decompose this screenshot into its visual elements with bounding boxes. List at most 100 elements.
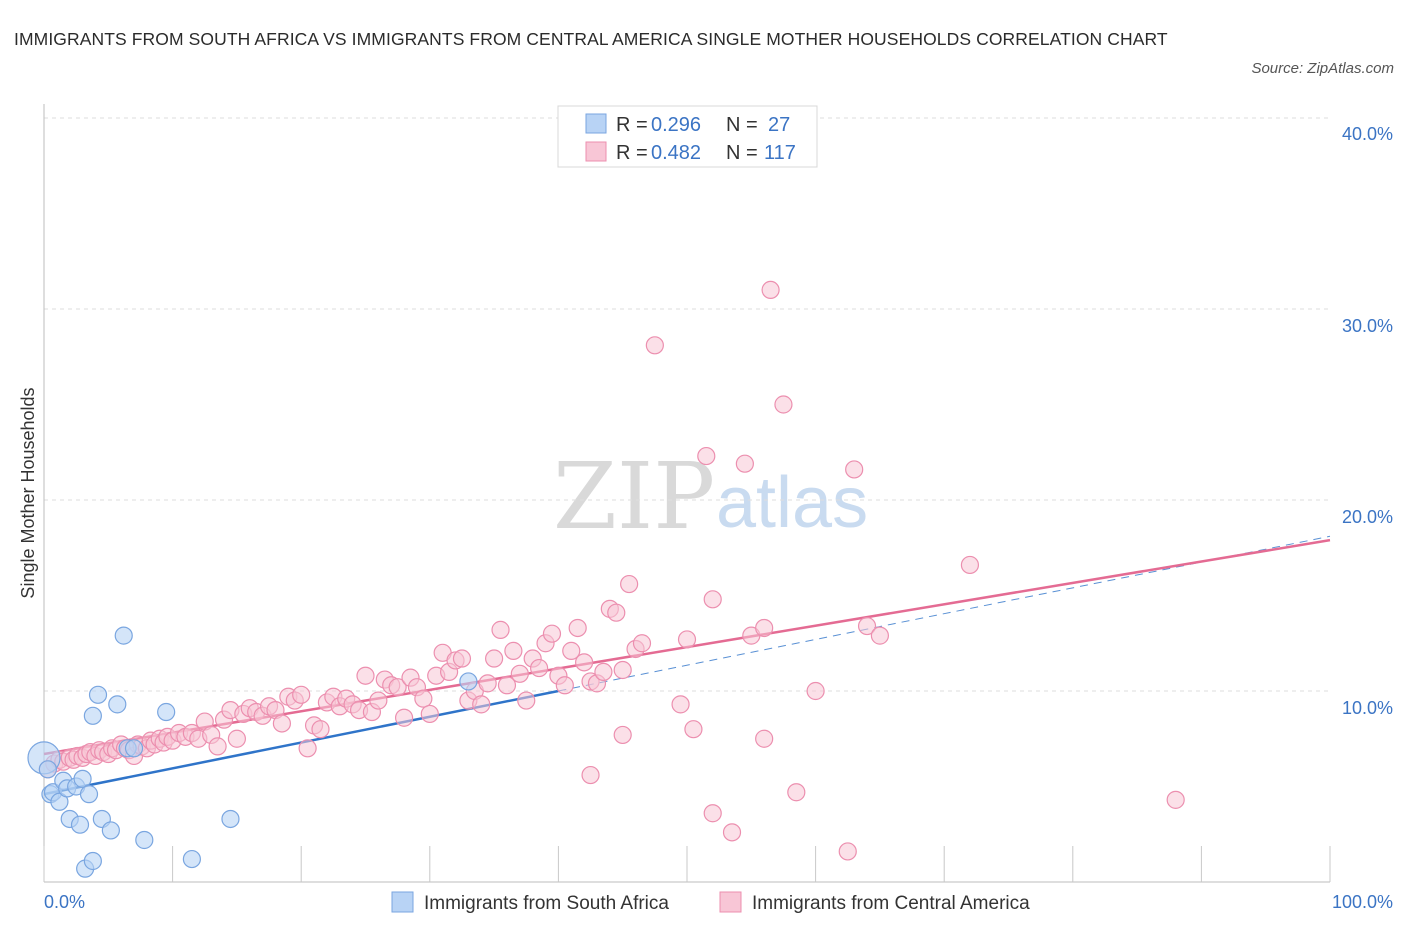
point-south-africa-14 — [88, 685, 108, 704]
trendlines — [43, 535, 1331, 796]
point-central-america-89 — [555, 676, 574, 695]
point-central-america-58 — [356, 666, 375, 685]
point-central-america-108 — [870, 626, 890, 645]
point-central-america-76 — [472, 695, 491, 714]
point-central-america-80 — [497, 676, 517, 695]
point-south-africa-13 — [83, 706, 102, 725]
x-tick-label-max: 100.0% — [1332, 892, 1393, 912]
point-central-america-83 — [517, 691, 536, 710]
legend-r-label-2: R = — [616, 142, 648, 164]
point-central-america-64 — [394, 708, 414, 727]
point-central-america-106 — [806, 681, 825, 701]
legend-r-value-2: 0.482 — [651, 142, 701, 164]
point-central-america-82 — [510, 664, 529, 683]
point-central-america-107 — [857, 616, 877, 636]
point-central-america-67 — [414, 689, 433, 708]
point-south-africa-25 — [459, 672, 478, 691]
point-central-america-77 — [478, 674, 497, 693]
legend-r-label-1: R = — [616, 114, 648, 136]
point-central-america-112 — [697, 446, 716, 466]
point-central-america-103 — [703, 590, 722, 609]
point-central-america-110 — [1166, 790, 1185, 809]
point-central-america-120 — [684, 720, 703, 739]
point-central-america-116 — [845, 460, 864, 479]
point-central-america-101 — [632, 634, 652, 653]
point-central-america-51 — [311, 720, 330, 739]
series-legend-label-south-africa: Immigrants from South Africa — [424, 893, 669, 914]
point-central-america-79 — [491, 620, 510, 639]
point-central-america-121 — [703, 804, 722, 823]
point-central-america-114 — [761, 280, 780, 299]
point-south-africa-22 — [157, 702, 176, 722]
correlation-legend: R = 0.296 N = 27 R = 0.482 N = 117 — [557, 105, 818, 168]
y-axis-title: Single Mother Households — [18, 387, 38, 598]
point-central-america-119 — [671, 695, 690, 714]
point-central-america-68 — [420, 704, 439, 724]
point-central-america-115 — [774, 395, 793, 414]
point-south-africa-3 — [50, 792, 69, 811]
point-central-america-45 — [272, 714, 292, 733]
point-central-america-85 — [530, 658, 549, 678]
source-label: Source: ZipAtlas.com — [1251, 60, 1394, 77]
grid — [44, 117, 1330, 692]
legend-n-value-1: 27 — [768, 114, 790, 136]
point-south-africa-8 — [70, 815, 90, 834]
series-legend-label-central-america: Immigrants from Central America — [752, 893, 1030, 914]
point-central-america-111 — [645, 336, 664, 355]
point-central-america-81 — [504, 641, 523, 660]
legend-r-value-1: 0.296 — [651, 114, 701, 136]
point-central-america-92 — [575, 653, 594, 672]
point-central-america-97 — [607, 603, 626, 622]
point-central-america-118 — [613, 725, 632, 745]
point-south-africa-24 — [221, 809, 240, 829]
y-tick-label-30: 30.0% — [1342, 316, 1393, 336]
point-south-africa-18 — [114, 626, 133, 645]
y-tick-label-40: 40.0% — [1342, 124, 1393, 144]
watermark-atlas: atlas — [716, 463, 868, 543]
legend-swatch-blue — [585, 113, 607, 134]
series-south-africa — [27, 626, 478, 878]
point-central-america-48 — [292, 685, 311, 704]
point-central-america-35 — [208, 737, 227, 756]
point-south-africa-21 — [135, 830, 154, 850]
series-legend: Immigrants from South Africa Immigrants … — [391, 891, 1030, 914]
series-central-america — [38, 280, 1185, 861]
point-south-africa-12 — [83, 851, 102, 871]
point-south-africa-16 — [101, 821, 120, 840]
point-central-america-60 — [369, 691, 388, 710]
series-legend-swatch-central-america — [719, 891, 742, 913]
watermark-zip: ZIP — [553, 443, 715, 550]
point-central-america-124 — [787, 783, 806, 802]
point-central-america-95 — [594, 662, 613, 682]
point-south-africa-11 — [79, 785, 99, 804]
series-legend-swatch-south-africa — [391, 891, 414, 913]
point-south-africa-9 — [73, 769, 92, 788]
y-tick-label-10: 10.0% — [1342, 698, 1393, 718]
x-tick-label-min: 0.0% — [44, 892, 85, 912]
y-tick-label-20: 20.0% — [1342, 507, 1393, 527]
point-central-america-91 — [568, 618, 587, 638]
legend-n-label-2: N = — [726, 142, 758, 164]
point-central-america-78 — [485, 649, 504, 668]
point-central-america-99 — [620, 574, 639, 594]
point-central-america-105 — [755, 618, 774, 638]
chart-title: IMMIGRANTS FROM SOUTH AFRICA VS IMMIGRAN… — [14, 29, 1168, 49]
point-south-africa-23 — [182, 849, 201, 869]
point-central-america-87 — [542, 624, 562, 643]
point-central-america-63 — [388, 678, 407, 697]
legend-n-value-2: 117 — [764, 142, 796, 164]
point-central-america-117 — [581, 765, 600, 785]
point-central-america-90 — [562, 641, 581, 660]
point-central-america-98 — [613, 660, 632, 680]
point-central-america-102 — [677, 630, 697, 649]
point-central-america-73 — [452, 649, 472, 668]
point-south-africa-26 — [38, 760, 57, 779]
legend-swatch-pink — [585, 141, 607, 162]
point-central-america-38 — [227, 729, 246, 748]
point-central-america-123 — [755, 729, 774, 748]
point-central-america-125 — [838, 842, 857, 861]
point-central-america-113 — [735, 454, 754, 473]
trendline-south-africa-extrapolated — [558, 535, 1331, 692]
point-south-africa-20 — [124, 739, 144, 758]
point-central-america-122 — [722, 823, 742, 842]
